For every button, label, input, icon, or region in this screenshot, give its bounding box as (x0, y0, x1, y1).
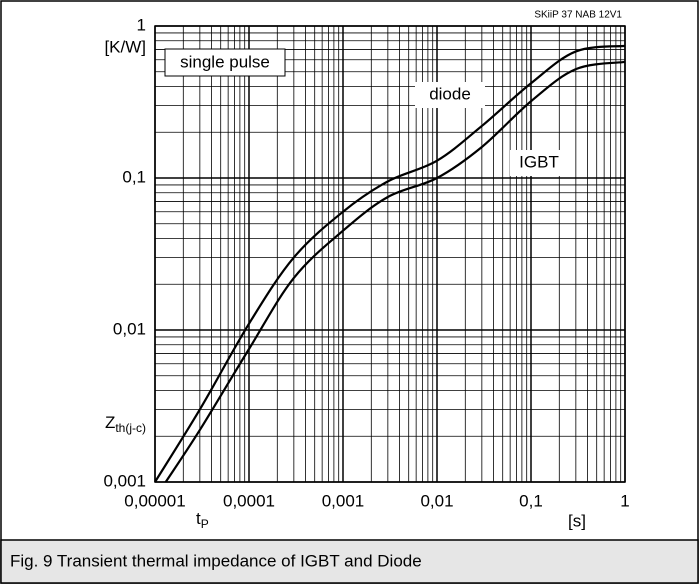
y-label: Zth(j-c) (105, 413, 146, 435)
annotation-box (164, 48, 286, 77)
x-tick-label: 0,01 (420, 491, 453, 510)
x-label: tP (196, 509, 209, 531)
legend-box (510, 150, 568, 176)
x-tick-label: 1 (620, 491, 629, 510)
y-tick-label: 1 (137, 15, 146, 34)
legend-box (415, 82, 485, 108)
legend-label: IGBT (519, 152, 559, 171)
curve (164, 60, 626, 483)
curve (154, 44, 626, 483)
y-tick-label: 0,1 (122, 167, 146, 186)
annotation: single pulse (180, 52, 270, 71)
header: SKiiP 37 NAB 12V1 (534, 10, 622, 21)
x-tick-label: 0,00001 (124, 491, 185, 510)
y-tick-label: 0,001 (103, 471, 146, 490)
x-tick-label: 0,0001 (223, 491, 275, 510)
plot-area (154, 25, 626, 483)
legend-label: diode (429, 84, 471, 103)
x-unit: [s] (568, 511, 586, 530)
caption: Fig. 9 Transient thermal impedance of IG… (10, 551, 422, 570)
y-unit: [K/W] (104, 37, 146, 56)
x-tick-label: 0,1 (519, 491, 543, 510)
caption-band (0, 539, 699, 584)
x-tick-label: 0,001 (322, 491, 365, 510)
y-tick-label: 0,01 (113, 319, 146, 338)
